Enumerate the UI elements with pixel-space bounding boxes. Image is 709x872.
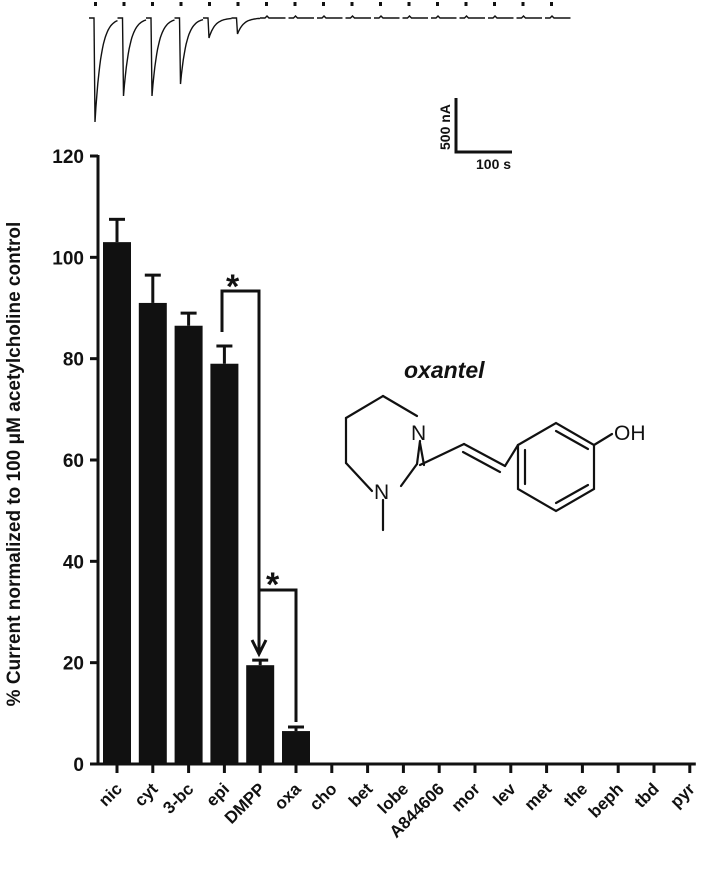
- category-label-cho: cho: [306, 779, 341, 814]
- current-trace: [459, 15, 485, 19]
- category-label-DMPP: DMPP: [221, 779, 269, 827]
- current-trace: [260, 15, 286, 19]
- y-tick-label: 60: [63, 451, 84, 472]
- category-label-bet: bet: [345, 779, 377, 811]
- bar-cyt: [138, 302, 167, 764]
- y-tick-label: 100: [52, 248, 84, 269]
- bar-3-bc: [174, 325, 203, 764]
- application-marker: [550, 2, 553, 6]
- application-marker: [407, 2, 411, 6]
- bar-nic: [103, 242, 131, 765]
- category-label-nic: nic: [95, 779, 126, 810]
- current-trace: [488, 15, 514, 19]
- application-marker: [94, 2, 97, 6]
- current-trace: [117, 17, 147, 97]
- y-tick-label: 20: [63, 654, 84, 675]
- application-marker: [208, 2, 211, 6]
- current-trace: [146, 17, 175, 97]
- category-label-oxa: oxa: [271, 779, 306, 814]
- structure-bonds: [344, 394, 614, 532]
- current-trace: [374, 15, 400, 19]
- application-marker: [379, 2, 382, 6]
- current-trace: [545, 15, 571, 19]
- application-marker: [293, 2, 297, 6]
- category-label-tbd: tbd: [631, 779, 663, 811]
- y-axis-label: % Current normalized to 100 μM acetylcho…: [4, 222, 25, 707]
- current-trace: [431, 15, 457, 19]
- significance-bracket-1: *: [220, 268, 268, 658]
- application-marker: [179, 2, 183, 6]
- current-trace: [203, 17, 232, 39]
- y-tick-label: 0: [73, 755, 84, 776]
- application-marker: [122, 2, 126, 6]
- significance-star-1: *: [226, 268, 240, 306]
- category-label-met: met: [521, 779, 556, 814]
- y-tick-label: 40: [63, 552, 84, 573]
- current-trace: [345, 15, 371, 19]
- application-marker: [464, 2, 468, 6]
- bar-oxa: [282, 731, 310, 764]
- current-traces-inset: [89, 2, 571, 123]
- significance-star-2: *: [266, 566, 280, 604]
- application-marker: [236, 2, 240, 6]
- atom-hydroxyl: OH: [614, 422, 646, 445]
- current-trace: [174, 17, 204, 85]
- current-trace: [317, 15, 343, 19]
- bar-DMPP: [246, 665, 275, 764]
- application-marker: [151, 2, 154, 6]
- current-trace: [89, 17, 118, 123]
- category-label-3-bc: 3-bc: [159, 779, 197, 817]
- current-trace: [231, 17, 261, 35]
- y-tick-label: 120: [52, 147, 84, 168]
- scale-bar: 500 nA 100 s: [437, 98, 512, 172]
- scale-bar-time-label: 100 s: [476, 156, 511, 172]
- atom-n-ring: N: [374, 481, 389, 504]
- current-trace: [516, 15, 542, 19]
- scale-bar-current-label: 500 nA: [437, 104, 453, 150]
- current-trace: [288, 15, 314, 19]
- significance-bracket-2: *: [259, 566, 298, 722]
- category-label-pyr: pyr: [666, 779, 698, 811]
- oxantel-structure: oxantel N N OH: [344, 357, 646, 532]
- application-marker: [265, 2, 268, 6]
- category-label-lev: lev: [489, 779, 520, 810]
- bar-epi: [210, 363, 239, 764]
- structure-title: oxantel: [404, 357, 485, 383]
- y-tick-label: 80: [63, 350, 84, 371]
- category-label-cyt: cyt: [131, 779, 162, 810]
- application-marker: [436, 2, 439, 6]
- application-marker: [493, 2, 496, 6]
- application-marker: [322, 2, 325, 6]
- category-label-beph: beph: [585, 779, 627, 821]
- category-label-mor: mor: [448, 779, 484, 815]
- application-marker: [521, 2, 525, 6]
- atom-n-top: N: [411, 422, 426, 445]
- current-trace: [402, 15, 428, 19]
- application-marker: [350, 2, 354, 6]
- bar-series: [103, 217, 310, 765]
